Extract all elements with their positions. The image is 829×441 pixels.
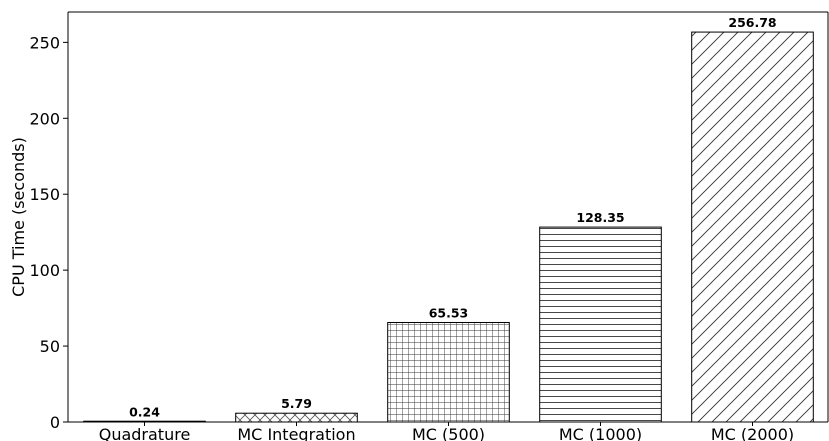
x-ticks-group: Quadrature MC Integration MC (500) MC (1000…: [99, 422, 794, 441]
bar-value-label: 256.78: [728, 15, 776, 30]
x-tick-label: MC (2000): [711, 425, 794, 441]
bar-value-label: 128.35: [576, 210, 624, 225]
bar-2: [235, 412, 358, 423]
bar-labels-group: 0.24 5.79 65.53 128.35 256.78: [129, 15, 777, 420]
y-tick-label: 50: [40, 337, 60, 356]
bar-4: [539, 226, 662, 423]
y-tick-label: 200: [29, 109, 60, 128]
y-tick-label: 100: [29, 261, 60, 280]
x-tick-label: MC Integration: [237, 425, 355, 441]
x-tick-label: MC (500): [412, 425, 485, 441]
y-tick-label: 0: [50, 413, 60, 432]
bar-value-label: 5.79: [281, 396, 312, 411]
bar-3: [387, 321, 510, 423]
y-ticks-group: 0 50 100 150 200 250: [29, 33, 68, 432]
bar-value-label: 65.53: [429, 305, 469, 320]
x-tick-label: Quadrature: [99, 425, 191, 441]
y-axis-title: CPU Time (seconds): [9, 137, 28, 297]
bar-value-label: 0.24: [129, 405, 160, 420]
bars-group: [83, 31, 814, 423]
bar-5: [691, 31, 814, 423]
x-tick-label: MC (1000): [559, 425, 642, 441]
y-tick-label: 150: [29, 185, 60, 204]
y-tick-label: 250: [29, 33, 60, 52]
